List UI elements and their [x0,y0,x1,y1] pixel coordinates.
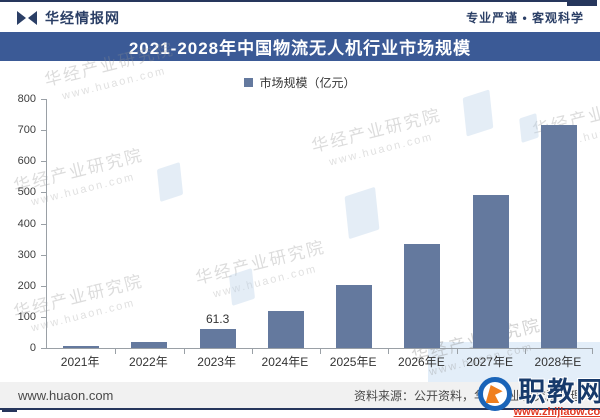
y-tick-mark [41,192,46,194]
x-tick-mark [115,349,117,354]
y-tick-label: 500 [17,186,36,199]
y-tick-label: 700 [17,124,36,137]
x-tick-mark [388,349,390,354]
y-tick-mark [41,316,46,318]
legend-marker [244,78,254,87]
footer-website: www.huaon.com [18,387,114,403]
brand-name: 华经情报网 [45,9,120,26]
y-tick-label: 600 [17,155,36,168]
x-tick-label: 2028年E [534,355,582,369]
legend-label: 市场规模（亿元） [259,76,356,90]
bar [199,328,236,348]
y-tick-mark [41,285,46,287]
zhijiaow-logo-url: www.zhijiaow.com [513,406,600,418]
y-tick-mark [41,99,46,100]
y-tick-label: 300 [17,248,36,261]
x-tick-mark [320,349,321,354]
bar-slot [252,99,320,348]
top-edge-block [567,0,597,6]
x-tick-label: 2022年 [129,355,168,369]
header-slogan: 专业严谨 • 客观科学 [466,11,584,25]
y-tick-mark [41,161,46,163]
bar [267,311,304,348]
y-tick-mark [41,254,46,256]
x-tick-label: 2024年E [261,355,309,369]
bar [404,243,441,348]
zhijiaow-logo-textblock: 职教网 www.zhijiaow.com [514,370,600,418]
x-tick-mark [251,349,253,354]
y-tick-mark [41,223,46,225]
bottom-edge-line [0,408,600,410]
bar [131,341,168,348]
y-tick-mark [41,348,46,349]
brand: 华经情报网 [16,8,120,28]
x-tick-mark [456,349,458,354]
x-tick-label: 2025年E [329,355,377,369]
title-bar: 2021-2028年中国物流无人机行业市场规模 [0,32,600,61]
x-tick-mark [183,349,185,354]
chart-title: 2021-2028年中国物流无人机行业市场规模 [128,39,472,58]
bar-slot [47,99,115,348]
top-edge-line [0,0,597,2]
zhijiaow-watermark: 职教网 www.zhijiaow.com [477,370,600,418]
x-tick-mark [592,349,593,354]
header: 华经情报网 专业严谨 • 客观科学 [0,3,600,32]
bars-row: 61.3 [47,99,593,348]
y-tick-label: 200 [17,279,36,292]
zhijiaow-logo-name: 职教网 [518,377,600,407]
bar-slot [388,99,456,348]
bar [540,125,577,348]
legend: 市场规模（亿元） [0,74,600,91]
x-axis-labels: 2021年 2022年 2023年 2024年E 2025年E 2026年E 2027年E 2… [46,353,592,370]
bar-value-label: 61.3 [205,311,230,326]
bottom-edge-block [2,405,17,412]
x-tick-label: 2021年 [60,355,100,369]
y-tick-mark [41,130,46,132]
y-tick-label: 800 [17,93,36,105]
footer-source: 资料来源：公开资料，华经产业研究院整理 [353,388,582,403]
bar [63,345,100,348]
bar [336,284,373,348]
zhijiaow-logo-icon [477,377,512,411]
y-axis-labels: 0 100 200 300 400 500 600 700 800 [0,93,42,354]
bar-slot [320,99,388,348]
y-tick-label: 100 [17,310,36,323]
bar [472,194,509,348]
x-tick-mark [524,349,526,354]
y-tick-label: 0 [29,342,36,354]
bar-slot: 61.3 [184,99,252,348]
x-tick-label: 2027年E [466,355,513,369]
bar-slot [115,99,183,348]
brand-logo-icon [16,10,38,26]
plot-area: 61.3 [41,99,593,354]
x-tick-label: 2026年E [398,355,445,369]
bar-slot [525,99,593,348]
x-tick-label: 2023年 [197,355,236,369]
bar-slot [457,99,525,348]
y-tick-label: 400 [17,217,36,230]
